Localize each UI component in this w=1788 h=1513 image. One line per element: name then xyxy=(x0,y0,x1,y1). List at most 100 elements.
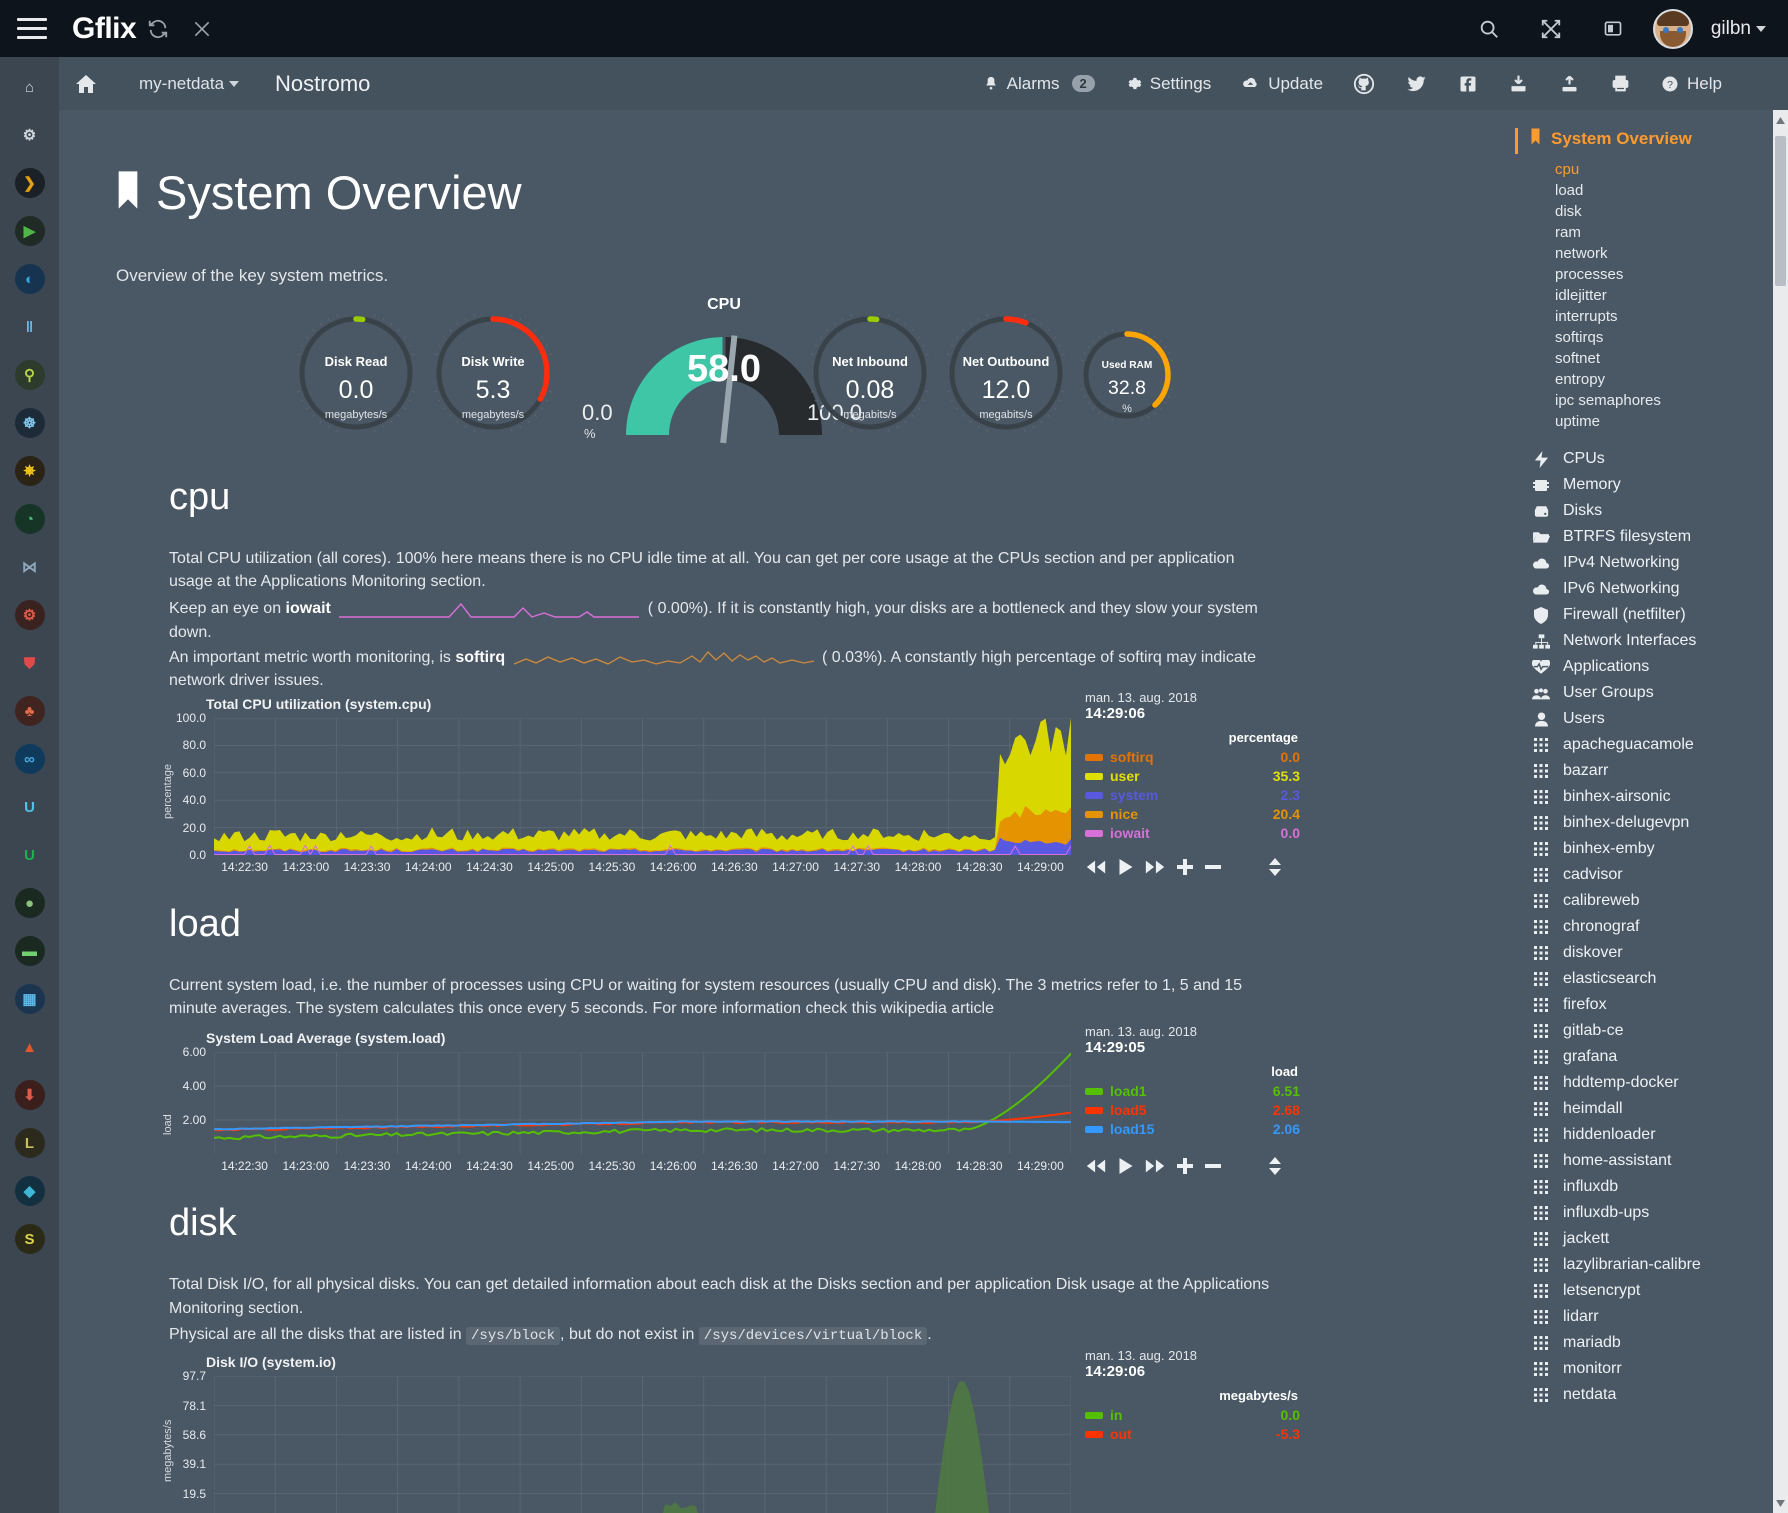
gear-red-icon[interactable]: ⚙ xyxy=(8,593,52,637)
right-menu-item-gitlab-ce[interactable]: gitlab-ce xyxy=(1529,1018,1773,1044)
play-icon[interactable] xyxy=(1117,858,1134,876)
right-menu-item-calibreweb[interactable]: calibreweb xyxy=(1529,888,1773,914)
right-menu-item-hddtemp-docker[interactable]: hddtemp-docker xyxy=(1529,1070,1773,1096)
right-menu-item-netdata[interactable]: netdata xyxy=(1529,1382,1773,1408)
right-menu-sub-processes[interactable]: processes xyxy=(1555,266,1624,283)
chart-plot[interactable] xyxy=(214,1376,1071,1513)
legend-row[interactable]: load1 6.51 xyxy=(1085,1083,1300,1099)
chart-block-system-io[interactable]: Disk I/O (system.io) megabytes/s 97.7 78.1… xyxy=(156,1348,1306,1513)
settings-button[interactable]: Settings xyxy=(1113,68,1223,100)
help-button[interactable]: ? Help xyxy=(1649,68,1734,100)
play-icon[interactable] xyxy=(1117,1157,1134,1175)
plus-icon[interactable] xyxy=(1176,858,1194,876)
home-icon[interactable]: ⌂ xyxy=(8,65,52,109)
right-menu-item-firefox[interactable]: firefox xyxy=(1529,992,1773,1018)
right-menu-item-binhex-airsonic[interactable]: binhex-airsonic xyxy=(1529,784,1773,810)
right-menu-sub-interrupts[interactable]: interrupts xyxy=(1555,308,1618,325)
settings-icon[interactable]: ⚙ xyxy=(8,113,52,157)
nextcloud-icon[interactable]: ∞ xyxy=(8,737,52,781)
shield-icon[interactable]: ⛊ xyxy=(8,641,52,685)
shuffle-icon[interactable] xyxy=(1529,9,1573,49)
right-menu-sub-ram[interactable]: ram xyxy=(1555,224,1581,241)
chart-plot[interactable] xyxy=(214,1052,1071,1155)
right-menu-sub-softnet[interactable]: softnet xyxy=(1555,350,1601,367)
right-menu-item-cpus[interactable]: CPUs xyxy=(1529,446,1773,472)
equalizer-icon[interactable]: ‖ xyxy=(8,305,52,349)
legend-row[interactable]: nice 20.4 xyxy=(1085,806,1300,822)
rewind-icon[interactable] xyxy=(1085,859,1107,875)
terminal-icon[interactable]: ▬ xyxy=(8,929,52,973)
chart-canvas-system-cpu[interactable]: percentage 100.0 80.0 60.0 40.0 20.0 0.0 14:22:… xyxy=(156,690,1306,879)
reload-icon[interactable] xyxy=(136,9,180,49)
minus-icon[interactable] xyxy=(1204,858,1222,876)
home-icon[interactable] xyxy=(73,72,99,96)
right-menu-item-influxdb-ups[interactable]: influxdb-ups xyxy=(1529,1200,1773,1226)
right-menu-sub-ipc-semaphores[interactable]: ipc semaphores xyxy=(1555,392,1661,409)
right-section-menu[interactable]: System Overview cpu load disk ram network pro… xyxy=(1515,110,1773,1513)
right-menu-sub-softirqs[interactable]: softirqs xyxy=(1555,329,1604,346)
twitter-link[interactable] xyxy=(1393,68,1440,100)
legend-row[interactable]: user 35.3 xyxy=(1085,768,1300,784)
right-menu-sub-load[interactable]: load xyxy=(1555,182,1584,199)
unifi-icon[interactable]: U xyxy=(8,833,52,877)
right-menu-sub-uptime[interactable]: uptime xyxy=(1555,413,1601,430)
gauge-used-ram[interactable]: Used RAM 32.8% xyxy=(1081,328,1173,421)
chart-block-system-cpu[interactable]: Total CPU utilization (system.cpu) perce… xyxy=(156,690,1306,881)
main-scroll-area[interactable]: System Overview Overview of the key syst… xyxy=(59,110,1773,1513)
right-menu-item-home-assistant[interactable]: home-assistant xyxy=(1529,1148,1773,1174)
search-icon[interactable]: ⚲ xyxy=(8,353,52,397)
right-menu-sub-entropy[interactable]: entropy xyxy=(1555,371,1606,388)
right-menu-item-ipv4-networking[interactable]: IPv4 Networking xyxy=(1529,550,1773,576)
app-launcher-rail[interactable]: ⌂ ⚙ ❯ ▶ ◐ ‖ ⚲ ☸ ✵ ◔ ⋈ ⚙ ⛊ ♣ ∞ U U ● ▬ ▦ ▲ ⬇ L ◆ S xyxy=(0,57,59,1513)
legend-row[interactable]: load15 2.06 xyxy=(1085,1121,1300,1137)
right-menu-item-bazarr[interactable]: bazarr xyxy=(1529,758,1773,784)
lazylib-icon[interactable]: L xyxy=(8,1121,52,1165)
lifering-icon[interactable]: ☸ xyxy=(8,401,52,445)
download-icon[interactable]: ⬇ xyxy=(8,1073,52,1117)
legend-row[interactable]: load5 2.68 xyxy=(1085,1102,1300,1118)
right-menu-item-binhex-delugevpn[interactable]: binhex-delugevpn xyxy=(1529,810,1773,836)
netdata-host-dropdown[interactable]: my-netdata xyxy=(139,74,240,94)
fast-forward-icon[interactable] xyxy=(1144,859,1166,875)
chart-legend[interactable]: man. 13. aug. 2018 14:29:06 percentage soft… xyxy=(1085,690,1300,844)
resize-vertical-icon[interactable] xyxy=(1268,1156,1282,1176)
update-button[interactable]: Update xyxy=(1229,68,1335,100)
export-button[interactable] xyxy=(1547,67,1592,100)
emby-icon[interactable]: ▶ xyxy=(8,209,52,253)
cast-icon[interactable] xyxy=(1591,9,1635,49)
close-icon[interactable] xyxy=(180,9,224,49)
legend-row[interactable]: iowait 0.0 xyxy=(1085,825,1300,841)
right-menu-item-jackett[interactable]: jackett xyxy=(1529,1226,1773,1252)
water-icon[interactable]: ◆ xyxy=(8,1169,52,1213)
chart-canvas-system-load[interactable]: load 6.00 4.00 2.00 14:22:30 14:23:00 14:23:30… xyxy=(156,1024,1306,1178)
gauge-disk-write[interactable]: Disk Write 5.3 megabytes/s xyxy=(434,313,552,432)
right-menu-sublist[interactable]: cpu load disk ram network processes idlejitter… xyxy=(1529,159,1773,432)
gauge-net-inbound[interactable]: Net Inbound 0.08 megabits/s xyxy=(811,313,929,432)
right-menu-item-apacheguacamole[interactable]: apacheguacamole xyxy=(1529,732,1773,758)
right-menu-item-diskover[interactable]: diskover xyxy=(1529,940,1773,966)
scrollbar-thumb[interactable] xyxy=(1775,136,1786,286)
right-menu-item-influxdb[interactable]: influxdb xyxy=(1529,1174,1773,1200)
right-menu-item-user-groups[interactable]: User Groups xyxy=(1529,680,1773,706)
github-link[interactable] xyxy=(1341,67,1387,101)
facebook-link[interactable] xyxy=(1446,68,1490,100)
legend-row[interactable]: system 2.3 xyxy=(1085,787,1300,803)
ubooquity-icon[interactable]: U xyxy=(8,785,52,829)
mariadb-icon[interactable]: ● xyxy=(8,881,52,925)
plex-icon[interactable]: ❯ xyxy=(8,161,52,205)
right-menu-item-letsencrypt[interactable]: letsencrypt xyxy=(1529,1278,1773,1304)
right-menu-item-mariadb[interactable]: mariadb xyxy=(1529,1330,1773,1356)
right-menu-item-hiddenloader[interactable]: hiddenloader xyxy=(1529,1122,1773,1148)
chart-legend[interactable]: man. 13. aug. 2018 14:29:06 megabytes/s in 0… xyxy=(1085,1348,1300,1445)
chart-block-system-load[interactable]: System Load Average (system.load) load 6.… xyxy=(156,1024,1306,1180)
right-menu-item-memory[interactable]: Memory xyxy=(1529,472,1773,498)
search-icon[interactable] xyxy=(1467,9,1511,49)
chart-controls[interactable] xyxy=(1085,857,1282,877)
radarr-icon[interactable]: ✵ xyxy=(8,449,52,493)
right-menu-item-btrfs-filesystem[interactable]: BTRFS filesystem xyxy=(1529,524,1773,550)
right-menu-header[interactable]: System Overview xyxy=(1529,128,1773,150)
sab-icon[interactable]: S xyxy=(8,1217,52,1261)
legend-row[interactable]: out -5.3 xyxy=(1085,1426,1300,1442)
hamburger-icon[interactable] xyxy=(0,18,64,39)
gauge-disk-read[interactable]: Disk Read 0.0 megabytes/s xyxy=(297,313,415,432)
